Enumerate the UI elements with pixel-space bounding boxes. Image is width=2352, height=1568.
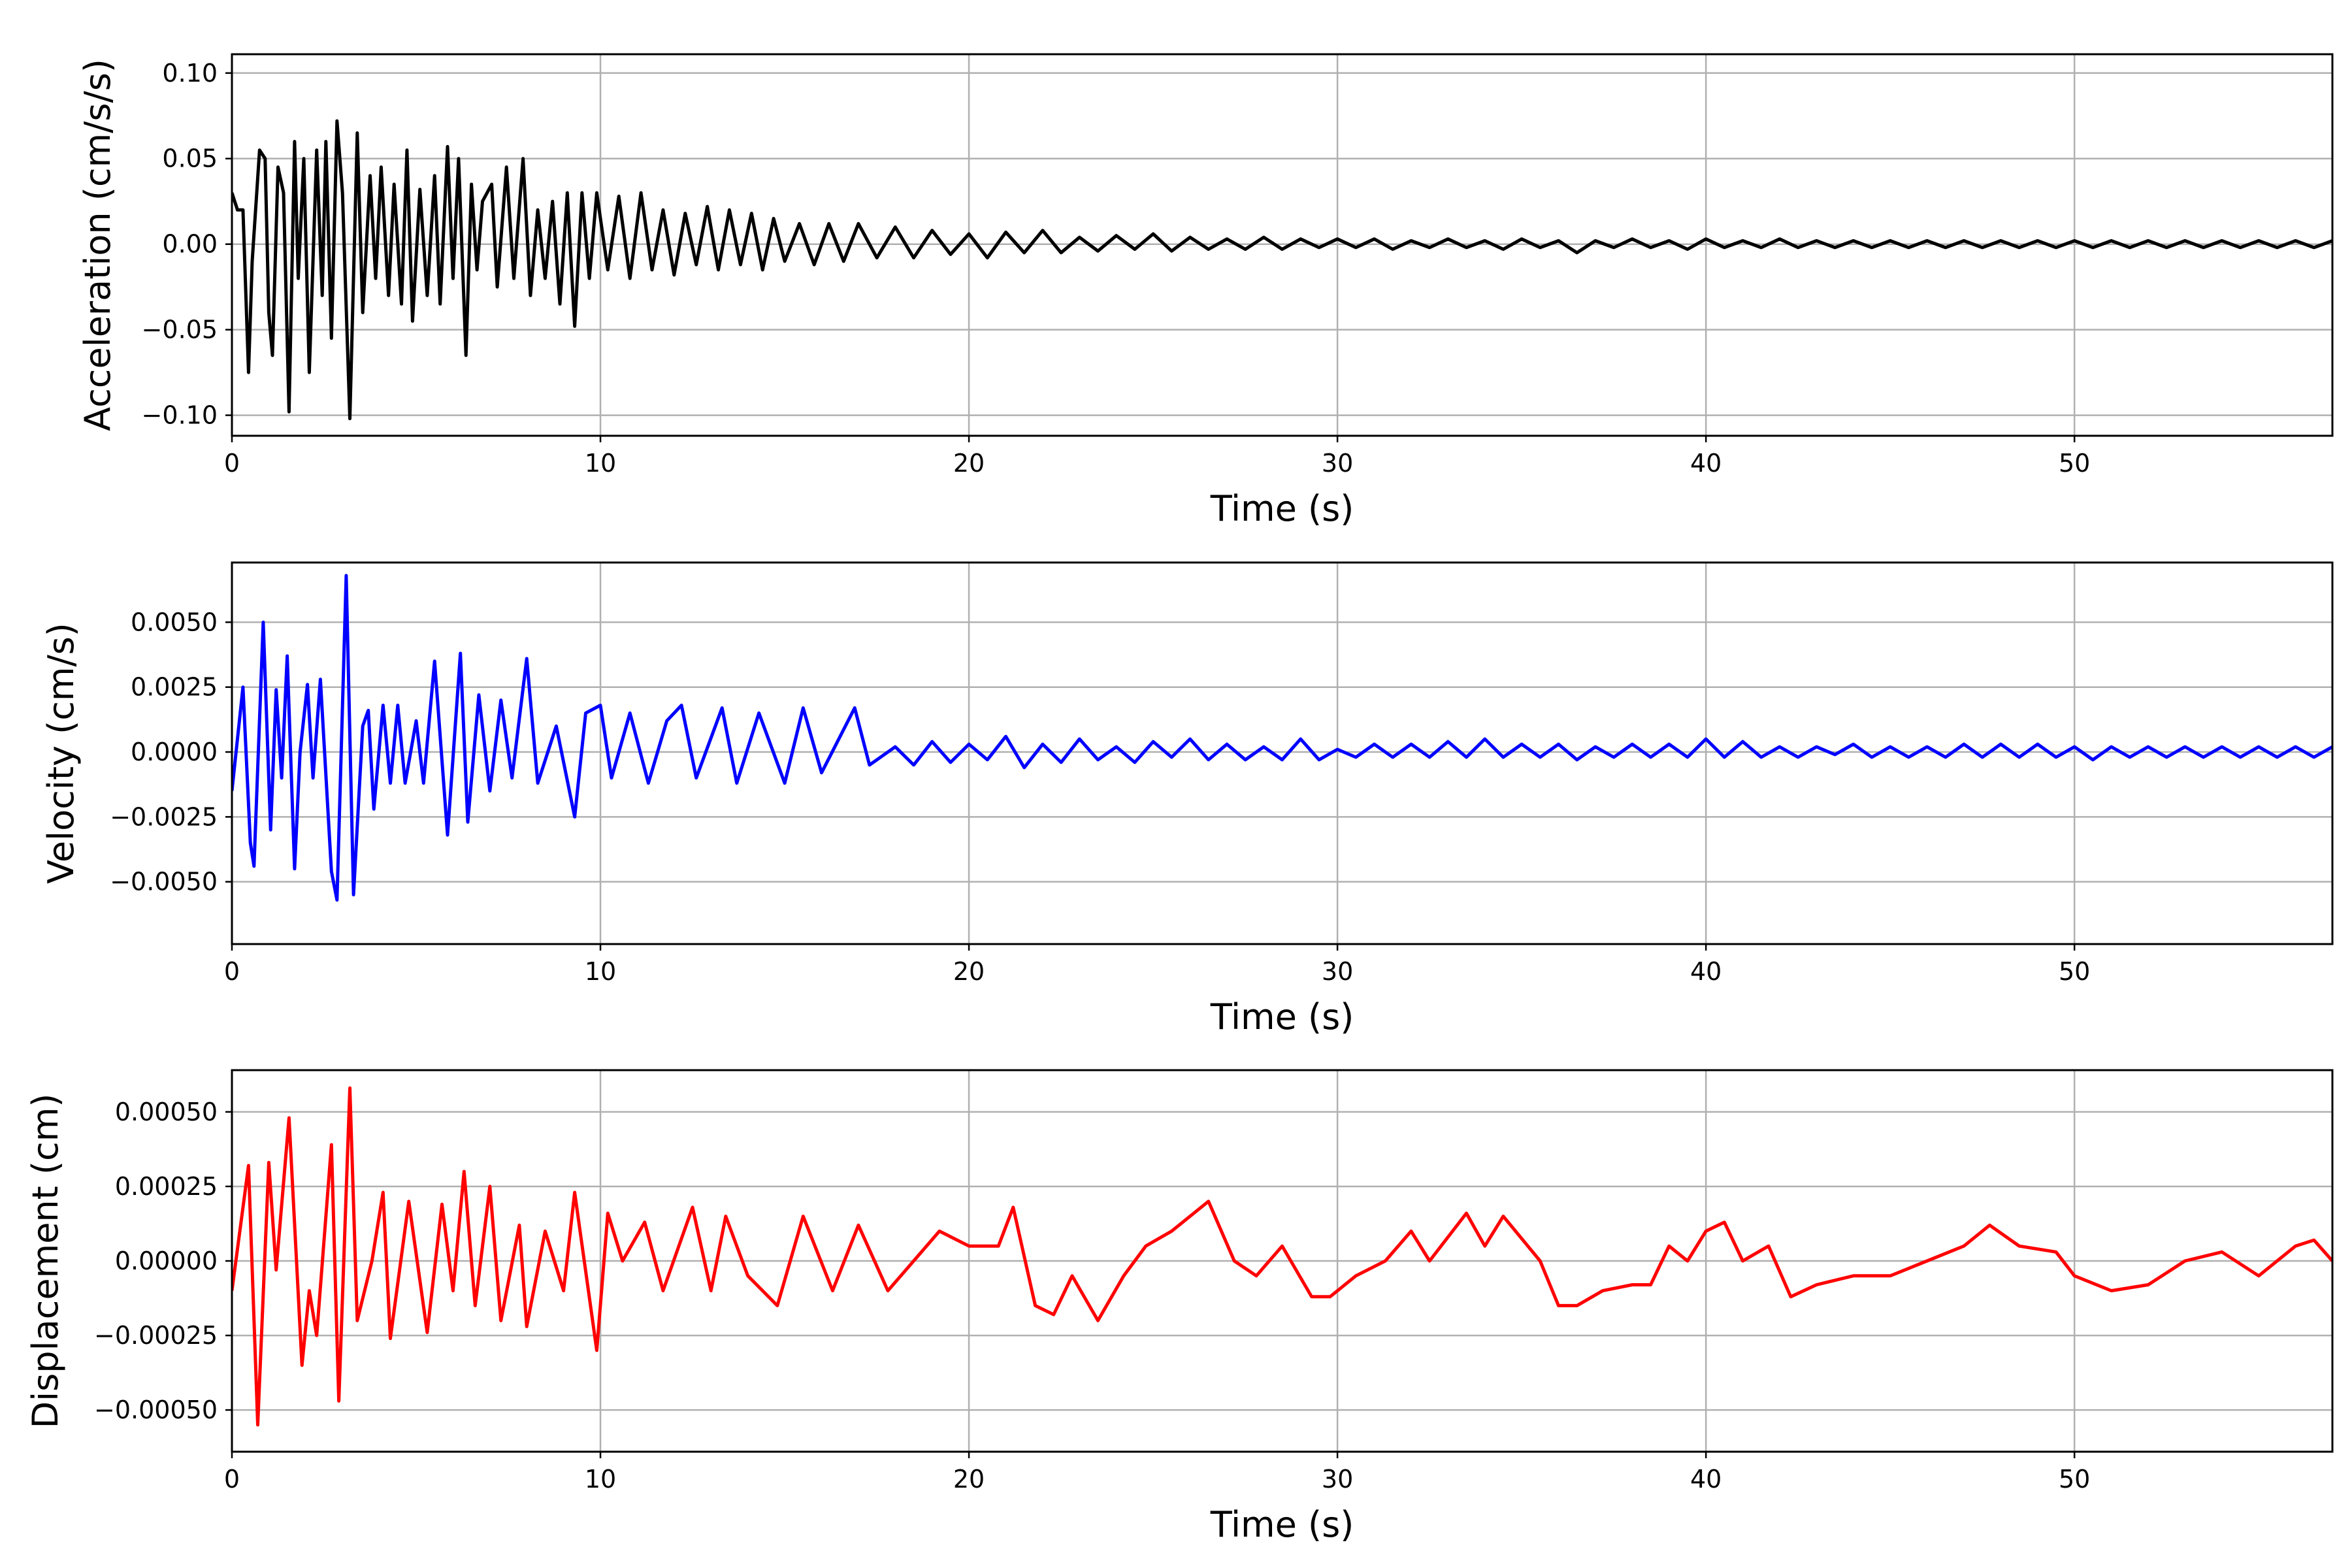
x-tick-label: 20 [953, 449, 985, 478]
x-tick-label: 30 [1322, 1465, 1353, 1494]
axes-frame [231, 561, 2334, 945]
y-tick-label: 0.0000 [131, 738, 218, 766]
x-tick-label: 50 [2059, 449, 2090, 478]
y-axis-label: Velocity (cm/s) [41, 623, 82, 884]
y-axis-label: Acceleration (cm/s/s) [77, 59, 118, 431]
x-tick-label: 30 [1322, 449, 1353, 478]
axes-frame [231, 53, 2334, 437]
y-axis-label: Displacement (cm) [25, 1094, 66, 1429]
x-tick-label: 40 [1690, 449, 1722, 478]
x-tick-label: 40 [1690, 1465, 1722, 1494]
y-tick-label: 0.0025 [131, 673, 218, 702]
x-tick-label: 40 [1690, 957, 1722, 986]
y-tick-label: 0.00025 [115, 1172, 218, 1201]
series-line-velocity [232, 574, 2332, 902]
x-tick-label: 0 [224, 1465, 240, 1494]
y-tick-label: 0.0050 [131, 608, 218, 636]
x-tick-label: 0 [224, 957, 240, 986]
x-tick-label: 20 [953, 957, 985, 986]
subplot-1: 0 10 20 30 40 50 −0.10 −0.05 0.00 0.05 0.10 Time (s… [77, 53, 2334, 529]
x-tick-label: 10 [585, 1465, 616, 1494]
subplot-3: 0 10 20 30 40 50 −0.00050 −0.00025 0.00000 0.0002… [25, 1069, 2334, 1545]
x-tick-label: 20 [953, 1465, 985, 1494]
y-tick-label: 0.00050 [115, 1098, 218, 1126]
y-tick-label: 0.05 [162, 144, 218, 173]
y-tick-label: −0.05 [142, 316, 218, 344]
subplot-2: 0 10 20 30 40 50 −0.0050 −0.0025 0.0000 0.0025 0.0… [41, 561, 2334, 1037]
x-tick-label: 0 [224, 449, 240, 478]
x-axis-label: Time (s) [1210, 1504, 1354, 1545]
series-line-acceleration [232, 119, 2332, 421]
series-line-displacement [232, 1086, 2332, 1427]
y-tick-label: 0.00000 [115, 1247, 218, 1275]
y-tick-label: −0.10 [142, 401, 218, 430]
y-tick-label: −0.0050 [110, 868, 218, 896]
x-axis-label: Time (s) [1210, 488, 1354, 529]
x-tick-label: 10 [585, 957, 616, 986]
y-tick-label: −0.0025 [110, 802, 218, 831]
x-axis-label: Time (s) [1210, 996, 1354, 1037]
axes-frame [231, 1069, 2334, 1453]
y-tick-label: −0.00050 [94, 1396, 218, 1424]
x-tick-label: 50 [2059, 1465, 2090, 1494]
x-tick-label: 30 [1322, 957, 1353, 986]
x-tick-label: 10 [585, 449, 616, 478]
x-tick-label: 50 [2059, 957, 2090, 986]
y-tick-label: 0.10 [162, 59, 218, 88]
y-tick-label: −0.00025 [94, 1321, 218, 1350]
y-tick-label: 0.00 [162, 230, 218, 259]
